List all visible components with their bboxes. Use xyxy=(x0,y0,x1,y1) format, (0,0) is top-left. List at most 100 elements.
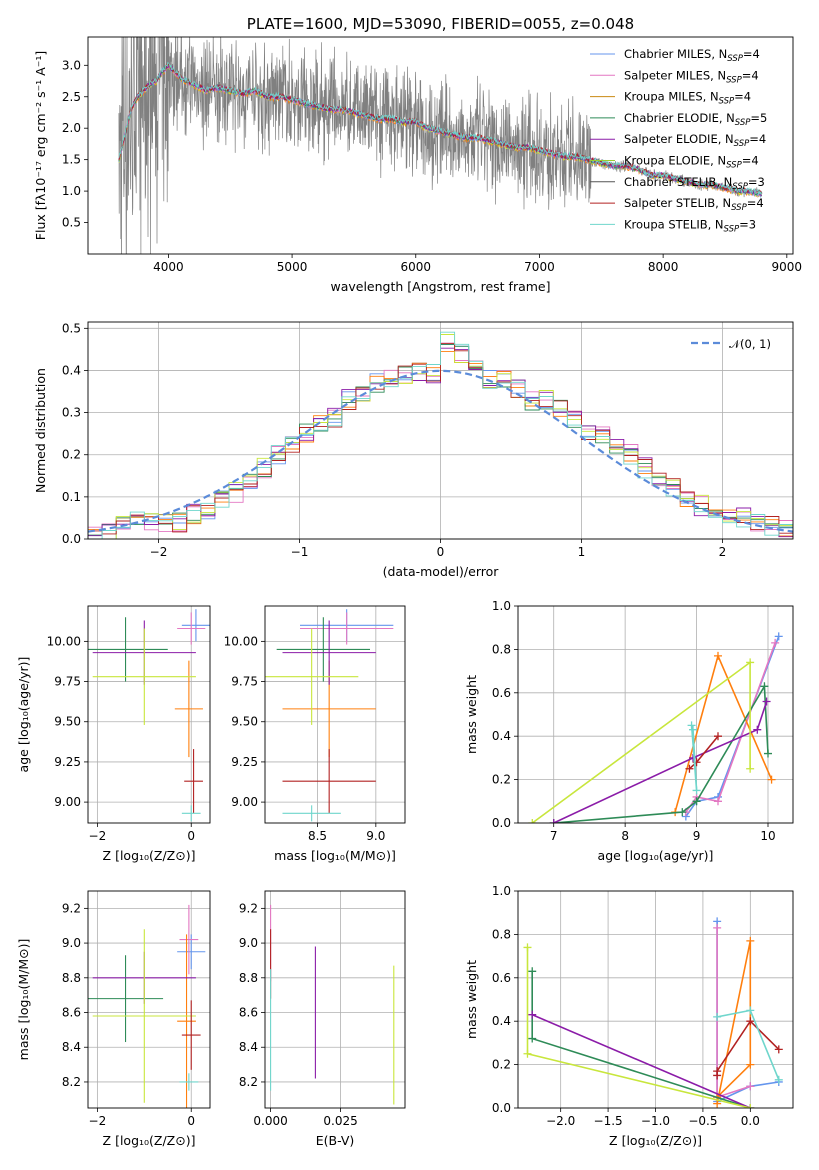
x-tick-label: −0.5 xyxy=(688,1114,717,1128)
plus-marker xyxy=(714,797,722,806)
legend-entry: Chabrier STELIB, NSSP=3 xyxy=(624,175,765,192)
panel-mass_vs_z: −2 0 8.2 8.4 8.6 8.8 9.0 9.2 Z [log₁₀(Z/Z⊙)] mass… xyxy=(16,890,211,1148)
plus-marker xyxy=(753,725,762,734)
plus-marker xyxy=(762,697,771,706)
weight-series xyxy=(553,683,769,823)
y-tick-label: 0.3 xyxy=(62,406,81,420)
plus-marker xyxy=(692,797,701,806)
y-axis-label: mass weight xyxy=(464,960,479,1039)
legend-entry: Kroupa ELODIE, NSSP=4 xyxy=(624,154,759,171)
legend-entry: Chabrier ELODIE, NSSP=5 xyxy=(624,111,767,128)
plot-area xyxy=(265,609,394,822)
plus-marker xyxy=(689,753,697,762)
y-tick-label: 0.2 xyxy=(62,448,81,462)
x-tick-label: −2 xyxy=(150,545,168,559)
plus-marker xyxy=(714,732,722,741)
plot-area xyxy=(88,331,793,539)
y-tick-label: 0.4 xyxy=(492,729,511,743)
plot-area xyxy=(118,37,763,254)
y-tick-label: 8.6 xyxy=(62,1006,81,1020)
x-tick-label: 0 xyxy=(187,1114,195,1128)
y-tick-label: 2.0 xyxy=(62,121,81,135)
x-tick-label: 10 xyxy=(760,829,775,843)
y-tick-label: 0.5 xyxy=(62,321,81,335)
x-axis-label: mass [log₁₀(M/M⊙)] xyxy=(274,848,396,863)
weight-series xyxy=(531,1013,751,1108)
plus-marker xyxy=(528,1034,537,1043)
y-tick-label: 0.4 xyxy=(492,1014,511,1028)
plus-marker xyxy=(528,1010,537,1019)
x-axis-label: Z [log₁₀(Z/Z⊙)] xyxy=(609,1133,702,1148)
x-tick-label: 9000 xyxy=(772,260,803,274)
plus-marker xyxy=(528,967,537,976)
y-tick-label: 9.50 xyxy=(231,715,258,729)
plus-marker xyxy=(771,638,780,647)
y-tick-label: 9.25 xyxy=(231,755,258,769)
plus-marker xyxy=(774,632,783,641)
panel-age_vs_z: −2 0 9.00 9.25 9.50 9.75 10.00 Z [log₁₀(Z/Z⊙)] a… xyxy=(16,605,211,863)
y-tick-label: 0.1 xyxy=(62,490,81,504)
axes-frame xyxy=(87,890,211,1109)
x-tick-label: −1.0 xyxy=(641,1114,670,1128)
panel-spectrum: 4000 5000 6000 7000 8000 9000 0.5 1.0 1.5 2.0 2.5 3… xyxy=(33,15,803,294)
y-tick-label: 8.8 xyxy=(62,971,81,985)
x-tick-label: 5000 xyxy=(277,260,308,274)
weight-series xyxy=(716,927,751,1099)
plus-marker xyxy=(746,1060,755,1069)
panel-age_vs_mass: 8.5 9.0 9.00 9.25 9.50 9.75 10.00 mass [log₁₀(M… xyxy=(224,605,406,863)
plus-marker xyxy=(689,725,697,734)
y-tick-label: 0.0 xyxy=(492,1101,511,1115)
axes-frame xyxy=(87,321,794,540)
legend-entry: Kroupa MILES, NSSP=4 xyxy=(624,90,751,107)
x-tick-label: 7000 xyxy=(524,260,555,274)
x-tick-label: 8000 xyxy=(648,260,679,274)
x-tick-label: 1 xyxy=(578,545,586,559)
y-tick-label: 0.2 xyxy=(492,1058,511,1072)
y-tick-label: 0.0 xyxy=(492,816,511,830)
axes-frame xyxy=(87,605,211,824)
plus-marker xyxy=(685,764,694,773)
plot-area xyxy=(88,904,206,1108)
y-tick-label: 9.00 xyxy=(231,795,258,809)
y-tick-label: 8.4 xyxy=(239,1040,258,1054)
y-tick-label: 0.8 xyxy=(492,927,511,941)
y-tick-label: 0.4 xyxy=(62,363,81,377)
plus-marker xyxy=(746,764,755,773)
y-tick-label: 0.5 xyxy=(62,216,81,230)
plus-marker xyxy=(746,658,755,667)
legend-entry: Salpeter ELODIE, NSSP=4 xyxy=(624,132,766,149)
y-tick-label: 2.5 xyxy=(62,90,81,104)
plus-marker xyxy=(523,943,532,952)
x-axis-label: Z [log₁₀(Z/Z⊙)] xyxy=(103,1133,196,1148)
plus-marker xyxy=(713,923,722,932)
y-axis-label: Normed distribution xyxy=(33,368,48,493)
axes-frame xyxy=(517,890,794,1109)
x-tick-label: 7 xyxy=(550,829,558,843)
x-tick-label: −1.5 xyxy=(594,1114,623,1128)
x-axis-label: wavelength [Angstrom, rest frame] xyxy=(330,279,550,294)
plus-marker xyxy=(713,1067,722,1076)
x-tick-label: 0.0 xyxy=(741,1114,760,1128)
legend-entry: 𝒩(0, 1) xyxy=(729,337,771,351)
y-tick-label: 9.00 xyxy=(54,795,81,809)
plot-area xyxy=(88,609,210,822)
panel-residuals: −2 −1 0 1 2 0.0 0.1 0.2 0.3 0.4 0.5 (data-model)/er… xyxy=(33,321,794,579)
axes-frame xyxy=(517,605,794,824)
x-axis-label: age [log₁₀(age/yr)] xyxy=(598,848,714,863)
x-tick-label: 0.000 xyxy=(253,1114,287,1128)
plus-marker xyxy=(549,819,558,823)
y-tick-label: 8.6 xyxy=(239,1006,258,1020)
y-tick-label: 10.00 xyxy=(224,634,258,648)
y-tick-label: 0.2 xyxy=(492,773,511,787)
axes-frame xyxy=(87,36,794,255)
x-tick-label: 4000 xyxy=(153,260,184,274)
y-tick-label: 9.75 xyxy=(231,675,258,689)
y-tick-label: 8.2 xyxy=(62,1075,81,1089)
x-tick-label: 0.025 xyxy=(323,1114,357,1128)
y-tick-label: 0.6 xyxy=(492,686,511,700)
chart-title: PLATE=1600, MJD=53090, FIBERID=0055, z=0… xyxy=(247,15,634,33)
plus-marker xyxy=(714,651,722,660)
y-tick-label: 1.0 xyxy=(62,184,81,198)
x-tick-label: 0 xyxy=(187,829,195,843)
